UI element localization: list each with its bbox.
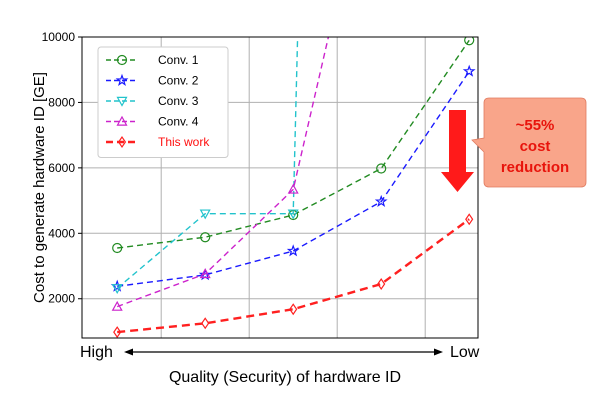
data-point — [113, 326, 122, 338]
double-arrow-left-head — [124, 348, 133, 356]
data-point — [289, 303, 298, 316]
double-arrow-right-head — [434, 348, 443, 356]
legend-label: This work — [158, 135, 210, 149]
legend-entry: Conv. 2 — [106, 74, 199, 88]
legend-entry: Conv. 4 — [106, 115, 199, 129]
legend-marker — [116, 96, 128, 107]
data-point — [200, 232, 211, 243]
series-line — [117, 218, 470, 334]
data-point — [464, 37, 475, 46]
legend-marker — [116, 115, 128, 126]
data-point — [374, 194, 388, 208]
series-line — [116, 37, 330, 308]
series-conv-4 — [111, 37, 330, 311]
data-point — [287, 183, 299, 194]
y-tick-label: 8000 — [48, 95, 75, 109]
callout-line-2: cost — [520, 138, 551, 155]
series-line — [117, 71, 470, 287]
data-point — [287, 209, 299, 220]
callout-line-3: reduction — [501, 159, 569, 176]
legend-label: Conv. 2 — [158, 74, 199, 88]
y-axis: 2000 4000 6000 8000 10000 — [42, 30, 82, 306]
legend-marker — [117, 135, 127, 149]
series-line — [117, 39, 470, 249]
x-end-label-low: Low — [450, 344, 480, 361]
data-point — [199, 209, 211, 220]
data-point — [462, 64, 476, 77]
series-this-work — [113, 213, 474, 338]
y-tick-label: 2000 — [48, 292, 75, 306]
legend-box — [97, 46, 229, 158]
data-point — [201, 317, 210, 330]
legend-entry: Conv. 1 — [106, 53, 199, 67]
series-line — [116, 37, 299, 289]
data-point — [377, 278, 386, 291]
legend-entry: This work — [106, 135, 210, 149]
data-point — [111, 284, 123, 295]
reduction-arrow — [441, 110, 474, 192]
x-end-label-high: High — [80, 344, 113, 361]
series-conv-3 — [111, 37, 299, 295]
data-point — [112, 242, 123, 254]
y-axis-label: Cost to generate hardware ID [GE] — [31, 72, 48, 303]
x-axis-annotation: High Low Quality (Security) of hardware … — [80, 344, 480, 386]
data-point — [465, 213, 474, 226]
legend-entry: Conv. 3 — [106, 94, 199, 108]
callout-line-1: ~55% — [516, 117, 555, 134]
y-tick-label: 10000 — [42, 30, 76, 44]
y-tick-label: 4000 — [48, 226, 75, 240]
y-tick-label: 6000 — [48, 161, 75, 175]
legend-marker — [115, 73, 129, 86]
plot-area — [81, 36, 479, 339]
cost-reduction-callout: ~55% cost reduction — [441, 97, 587, 192]
data-point — [111, 300, 123, 311]
legend: Conv. 1 Conv. 2 Conv. 3 Conv. 4 This work — [97, 46, 229, 158]
data-point — [199, 268, 211, 279]
data-point — [286, 244, 300, 257]
legend-marker — [116, 54, 128, 66]
legend-label: Conv. 3 — [158, 94, 199, 108]
data-point — [376, 163, 387, 174]
callout-box — [471, 97, 587, 188]
series-layer — [110, 37, 476, 338]
x-axis-label: Quality (Security) of hardware ID — [169, 369, 401, 386]
legend-label: Conv. 1 — [158, 53, 199, 67]
legend-label: Conv. 4 — [158, 115, 199, 129]
